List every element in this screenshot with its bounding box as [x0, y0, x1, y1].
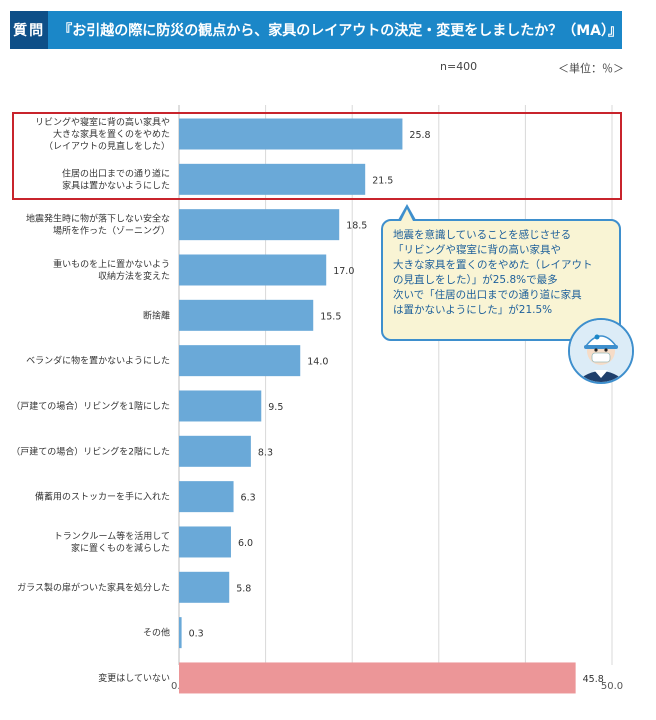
data-label: 17.0: [333, 266, 354, 277]
category-label-line: トランクルーム等を活用して: [54, 530, 170, 542]
question-badge: 質問: [10, 11, 49, 49]
callout-box: 地震を意識していることを感じさせる 「リビングや寝室に背の高い家具や 大きな家具…: [381, 219, 621, 341]
data-label: 14.0: [307, 357, 328, 368]
category-label-line: （レイアウトの見直しをした）: [44, 140, 170, 152]
data-label: 25.8: [409, 130, 430, 141]
bar: [179, 481, 234, 513]
callout-line: 次いで「住居の出口までの通り道に家具: [393, 289, 582, 301]
category-label-line: 備蓄用のストッカーを手に入れた: [35, 491, 170, 503]
data-label: 15.5: [320, 311, 341, 322]
category-label: （戸建ての場合）リビングを1階にした: [11, 400, 170, 412]
callout-line: 「リビングや寝室に背の高い家具や: [393, 244, 561, 256]
bar: [179, 571, 230, 603]
chart-meta: n=400 ＜単位：％＞: [440, 60, 624, 76]
category-label: トランクルーム等を活用して家に置くものを減らした: [54, 530, 170, 554]
bar: [179, 662, 576, 694]
data-label: 0.3: [189, 629, 204, 640]
category-label: リビングや寝室に背の高い家具や大きな家具を置くのをやめた（レイアウトの見直しをし…: [35, 116, 170, 152]
category-label: 断捨離: [143, 309, 170, 321]
bar: [179, 435, 251, 467]
category-label-line: 断捨離: [143, 309, 170, 321]
bar: [179, 118, 403, 150]
data-label: 6.0: [238, 538, 253, 549]
category-label-line: （戸建ての場合）リビングを2階にした: [11, 445, 170, 457]
category-label-line: 場所を作った（ゾーニング）: [53, 225, 170, 237]
category-label: その他: [143, 627, 170, 639]
category-label: 重いものを上に置かないよう収納方法を変えた: [53, 258, 170, 282]
category-label: 住居の出口までの通り道に家具は置かないようにした: [62, 167, 170, 191]
category-label-line: その他: [143, 627, 170, 639]
category-label-line: リビングや寝室に背の高い家具や: [35, 116, 170, 128]
category-label-line: 家具は置かないようにした: [62, 179, 170, 191]
callout-line: 大きな家具を置くのをやめた（レイアウト: [393, 259, 593, 271]
data-label: 8.3: [258, 447, 273, 458]
category-label: 地震発生時に物が落下しない安全な場所を作った（ゾーニング）: [26, 213, 170, 237]
callout-pointer-fill: [401, 209, 413, 221]
bar: [179, 617, 182, 649]
bar: [179, 299, 314, 331]
category-label-line: 大きな家具を置くのをやめた: [53, 128, 170, 140]
category-label: ガラス製の扉がついた家具を処分した: [17, 581, 170, 593]
question-text: 『お引越の際に防災の観点から、家具のレイアウトの決定・変更をしましたか？（MA）…: [58, 23, 622, 39]
x-tick-label: 50.0: [601, 681, 623, 692]
mascot-icon: [568, 318, 634, 384]
category-label-line: 変更はしていない: [98, 672, 170, 684]
category-label: 備蓄用のストッカーを手に入れた: [35, 491, 170, 503]
category-label-line: 地震発生時に物が落下しない安全な: [26, 213, 170, 225]
bar: [179, 209, 340, 241]
callout-line: 地震を意識していることを感じさせる: [393, 229, 572, 241]
category-label-line: 重いものを上に置かないよう: [53, 258, 170, 270]
data-label: 5.8: [236, 583, 251, 594]
data-label: 6.3: [241, 493, 256, 504]
category-label: ベランダに物を置かないようにした: [26, 355, 170, 367]
category-label-line: （戸建ての場合）リビングを1階にした: [11, 400, 170, 412]
data-label: 21.5: [372, 175, 393, 186]
callout-line: の見直しをした）」が25.8%で最多: [393, 274, 558, 286]
category-label-line: ベランダに物を置かないようにした: [26, 355, 170, 367]
category-label-line: 住居の出口までの通り道に: [62, 167, 170, 179]
sample-size: n=400: [440, 60, 478, 73]
highlight-frame: [12, 112, 622, 200]
data-label: 9.5: [268, 402, 283, 413]
category-label-line: 収納方法を変えた: [98, 270, 170, 282]
bar: [179, 254, 327, 286]
category-label: （戸建ての場合）リビングを2階にした: [11, 445, 170, 457]
data-label: 18.5: [346, 221, 367, 232]
bar: [179, 345, 301, 377]
category-label-line: ガラス製の扉がついた家具を処分した: [17, 581, 170, 593]
question-header: 質問 『お引越の際に防災の観点から、家具のレイアウトの決定・変更をしましたか？（…: [10, 11, 622, 49]
callout-line: は置かないようにした」が21.5%: [393, 304, 553, 316]
bar: [179, 163, 366, 195]
data-label: 45.8: [583, 674, 604, 685]
bar: [179, 526, 231, 558]
bar: [179, 390, 262, 422]
category-label-line: 家に置くものを減らした: [71, 542, 170, 554]
category-label: 変更はしていない: [98, 672, 170, 684]
unit-label: ＜単位：％＞: [558, 62, 624, 75]
